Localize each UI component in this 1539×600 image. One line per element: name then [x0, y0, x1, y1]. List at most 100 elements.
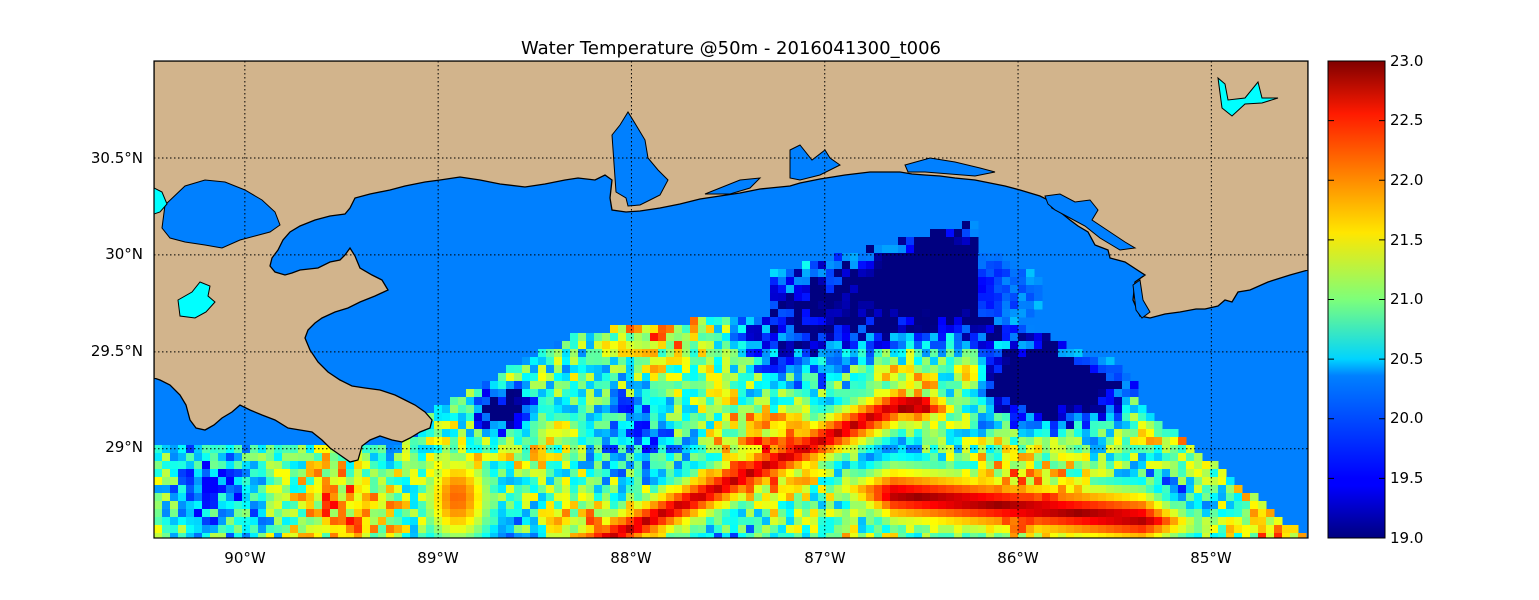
heatmap-cell: [1066, 357, 1075, 366]
heatmap-cell: [778, 325, 787, 334]
heatmap-cell: [674, 517, 683, 526]
heatmap-cell: [746, 525, 755, 534]
heatmap-cell: [770, 469, 779, 478]
heatmap-cell: [1002, 437, 1011, 446]
heatmap-cell: [1194, 509, 1203, 518]
heatmap-cell: [882, 269, 891, 278]
heatmap-cell: [674, 357, 683, 366]
heatmap-cell: [722, 533, 731, 538]
heatmap-cell: [762, 509, 771, 518]
heatmap-cell: [338, 469, 347, 478]
heatmap-cell: [890, 365, 899, 374]
heatmap-cell: [1042, 493, 1051, 502]
heatmap-cell: [578, 485, 587, 494]
heatmap-cell: [1258, 509, 1267, 518]
heatmap-cell: [826, 309, 835, 318]
heatmap-cell: [298, 509, 307, 518]
heatmap-cell: [1082, 461, 1091, 470]
heatmap-cell: [450, 509, 459, 518]
heatmap-cell: [970, 317, 979, 326]
heatmap-cell: [954, 349, 963, 358]
heatmap-cell: [610, 429, 619, 438]
heatmap-cell: [522, 381, 531, 390]
heatmap-cell: [594, 381, 603, 390]
heatmap-cell: [762, 525, 771, 534]
heatmap-cell: [362, 509, 371, 518]
heatmap-cell: [450, 533, 459, 538]
heatmap-cell: [250, 469, 259, 478]
heatmap-cell: [1026, 469, 1035, 478]
heatmap-cell: [442, 405, 451, 414]
heatmap-cell: [914, 237, 923, 246]
heatmap-cell: [242, 469, 251, 478]
heatmap-cell: [314, 485, 323, 494]
heatmap-cell: [778, 493, 787, 502]
heatmap-cell: [850, 301, 859, 310]
heatmap-cell: [970, 261, 979, 270]
heatmap-cell: [666, 501, 675, 510]
heatmap-cell: [682, 413, 691, 422]
heatmap-cell: [842, 269, 851, 278]
heatmap-cell: [554, 517, 563, 526]
heatmap-cell: [442, 477, 451, 486]
heatmap-cell: [290, 501, 299, 510]
heatmap-cell: [858, 277, 867, 286]
heatmap-cell: [594, 405, 603, 414]
heatmap-cell: [186, 493, 195, 502]
heatmap-cell: [482, 493, 491, 502]
heatmap-cell: [826, 277, 835, 286]
heatmap-cell: [1058, 509, 1067, 518]
heatmap-cell: [682, 533, 691, 538]
heatmap-cell: [642, 429, 651, 438]
heatmap-cell: [786, 389, 795, 398]
heatmap-cell: [186, 501, 195, 510]
heatmap-cell: [394, 509, 403, 518]
heatmap-cell: [898, 341, 907, 350]
heatmap-cell: [402, 501, 411, 510]
heatmap-cell: [842, 413, 851, 422]
heatmap-cell: [418, 501, 427, 510]
colorbar-tick-label: 23.0: [1390, 52, 1423, 70]
heatmap-cell: [914, 309, 923, 318]
heatmap-cell: [322, 485, 331, 494]
heatmap-cell: [762, 501, 771, 510]
land-mass: [154, 61, 1308, 463]
heatmap-cell: [482, 525, 491, 534]
colorbar-tick-label: 21.0: [1390, 290, 1423, 308]
heatmap-cell: [514, 365, 523, 374]
heatmap-cell: [570, 485, 579, 494]
heatmap-cell: [1162, 469, 1171, 478]
heatmap-cell: [498, 533, 507, 538]
heatmap-cell: [882, 389, 891, 398]
heatmap-cell: [394, 517, 403, 526]
heatmap-cell: [714, 405, 723, 414]
heatmap-cell: [1130, 477, 1139, 486]
heatmap-cell: [554, 413, 563, 422]
heatmap-cell: [1146, 525, 1155, 534]
heatmap-cell: [530, 501, 539, 510]
heatmap-cell: [1138, 525, 1147, 534]
heatmap-cell: [1098, 509, 1107, 518]
heatmap-cell: [1026, 389, 1035, 398]
heatmap-cell: [882, 437, 891, 446]
heatmap-cell: [1178, 485, 1187, 494]
heatmap-cell: [970, 229, 979, 238]
heatmap-cell: [722, 365, 731, 374]
heatmap-cell: [706, 485, 715, 494]
heatmap-cell: [578, 469, 587, 478]
heatmap-cell: [402, 485, 411, 494]
heatmap-cell: [426, 485, 435, 494]
heatmap-cell: [818, 421, 827, 430]
heatmap-cell: [994, 413, 1003, 422]
heatmap-cell: [658, 397, 667, 406]
heatmap-cell: [250, 501, 259, 510]
heatmap-cell: [322, 509, 331, 518]
heatmap-cell: [818, 357, 827, 366]
heatmap-cell: [466, 533, 475, 538]
heatmap-cell: [410, 525, 419, 534]
heatmap-cell: [778, 501, 787, 510]
heatmap-cell: [1034, 525, 1043, 534]
heatmap-cell: [970, 525, 979, 534]
heatmap-cell: [834, 405, 843, 414]
heatmap-cell: [426, 517, 435, 526]
